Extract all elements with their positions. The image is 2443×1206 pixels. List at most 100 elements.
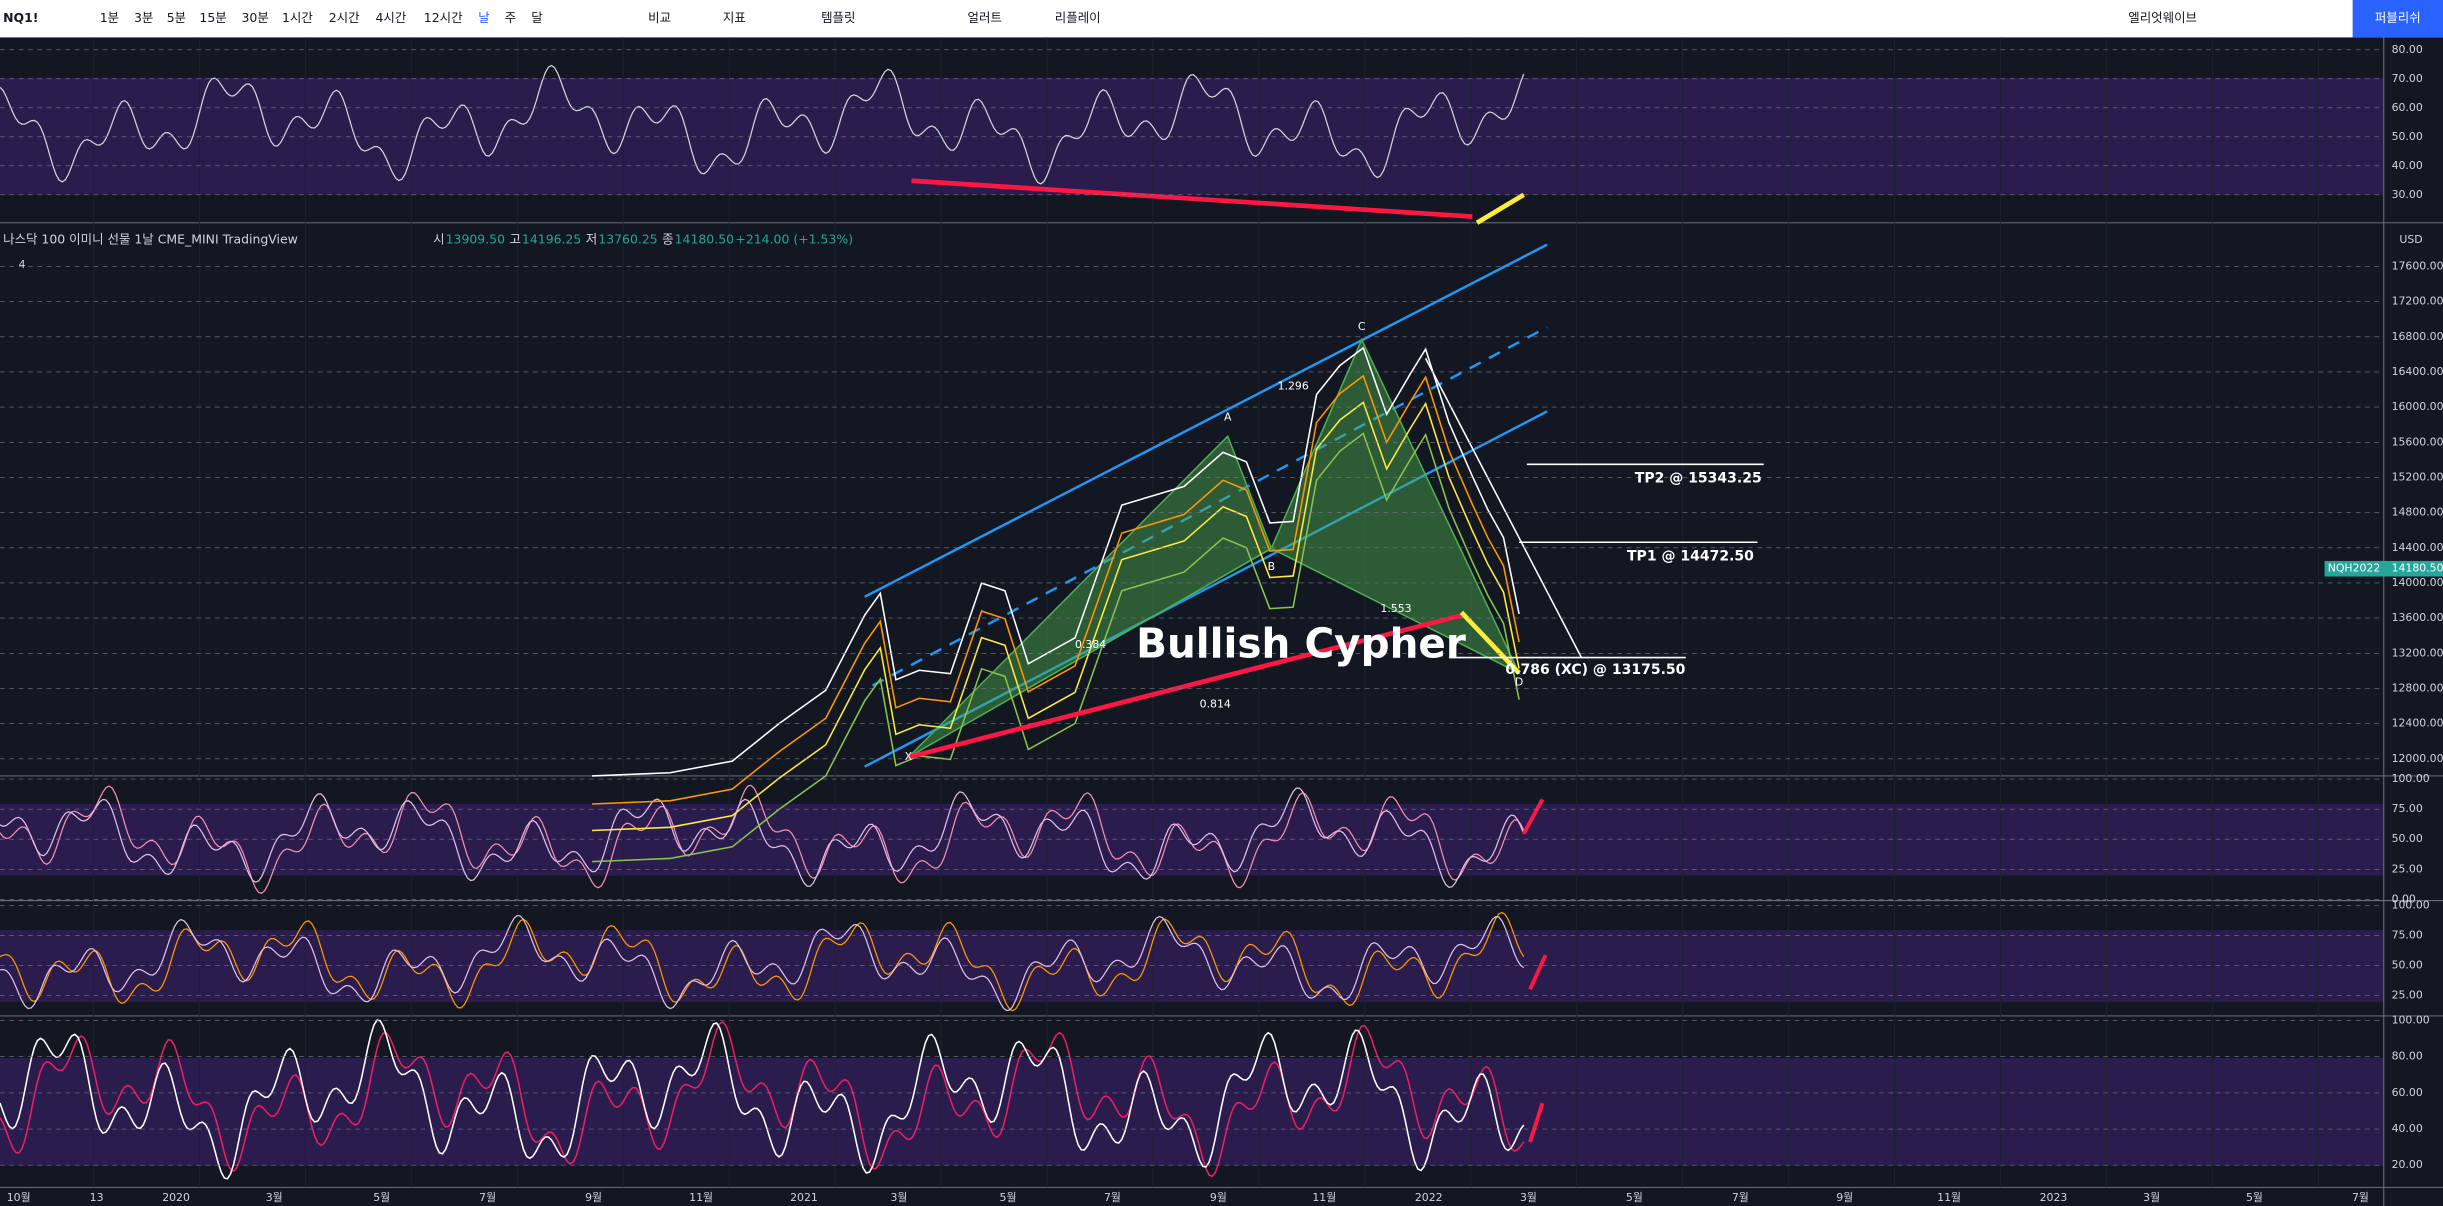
ratio-label: 0.384 bbox=[1075, 638, 1106, 651]
time-label: 10월 bbox=[7, 1191, 31, 1204]
toolbar bbox=[0, 0, 2443, 38]
time-label: 2021 bbox=[790, 1191, 818, 1204]
channel-line bbox=[864, 243, 1548, 598]
time-label: 2020 bbox=[162, 1191, 190, 1204]
time-label: 5월 bbox=[1626, 1191, 1643, 1204]
point-label: X bbox=[905, 750, 913, 763]
time-label: 11월 bbox=[1312, 1191, 1336, 1204]
axis-label: 12400.00 bbox=[2392, 717, 2443, 730]
axis-label: 60.00 bbox=[2392, 1086, 2423, 1099]
axis-label: 50.00 bbox=[2392, 832, 2423, 845]
indicator-line bbox=[0, 914, 1525, 1012]
publish-button[interactable] bbox=[2352, 0, 2443, 38]
ohlc-value: 14196.25 bbox=[522, 231, 581, 246]
price-tag-bg bbox=[2324, 560, 2443, 577]
annotation-line bbox=[1528, 1102, 1545, 1143]
interval[interactable]: 1시간 bbox=[282, 10, 313, 25]
toolbar-button[interactable]: 지표 bbox=[723, 10, 746, 25]
time-label: 3월 bbox=[2143, 1191, 2160, 1204]
time-label: 9월 bbox=[585, 1191, 602, 1204]
axis-label: 40.00 bbox=[2392, 1122, 2423, 1135]
axis-label: 13600.00 bbox=[2392, 611, 2443, 624]
time-label: 7월 bbox=[2352, 1191, 2369, 1204]
ohlc-value: 14180.50 bbox=[675, 231, 734, 246]
pattern-title: Bullish Cypher bbox=[1136, 620, 1466, 668]
interval[interactable]: 날 bbox=[478, 10, 490, 25]
axis-label: 16800.00 bbox=[2392, 330, 2443, 343]
ratio-label: 0.814 bbox=[1200, 697, 1231, 710]
axis-label: 16000.00 bbox=[2392, 400, 2443, 413]
axis-label: 75.00 bbox=[2392, 802, 2423, 815]
toolbar-button[interactable]: 얼러트 bbox=[968, 10, 1002, 25]
axis-label: 20.00 bbox=[2392, 1158, 2423, 1171]
interval[interactable]: 달 bbox=[531, 10, 543, 25]
toolbar-button[interactable]: 엘리엇웨이브 bbox=[2128, 10, 2197, 25]
channel-line bbox=[864, 410, 1548, 768]
pane4-band bbox=[0, 1057, 2384, 1166]
time-label: 7월 bbox=[1104, 1191, 1121, 1204]
toolbar-button[interactable]: 리플레이 bbox=[1055, 10, 1101, 25]
axis-label: 17200.00 bbox=[2392, 295, 2443, 308]
axis-label: 30.00 bbox=[2392, 188, 2423, 201]
price-tag-symbol: NQH2022 bbox=[2328, 562, 2381, 575]
time-label: 11월 bbox=[689, 1191, 713, 1204]
annotation-line bbox=[907, 613, 1463, 760]
interval[interactable]: 2시간 bbox=[329, 10, 360, 25]
rsi-band bbox=[0, 77, 2384, 195]
interval[interactable]: 5분 bbox=[167, 10, 186, 25]
axis-label: 25.00 bbox=[2392, 988, 2423, 1001]
point-label: D bbox=[1515, 675, 1523, 688]
separators bbox=[0, 37, 2443, 1206]
time-label: 5월 bbox=[373, 1191, 390, 1204]
interval[interactable]: 15분 bbox=[199, 10, 226, 25]
time-label: 11월 bbox=[1937, 1191, 1961, 1204]
count: 4 bbox=[19, 258, 26, 271]
interval[interactable]: 12시간 bbox=[424, 10, 463, 25]
axis-label: 12000.00 bbox=[2392, 752, 2443, 765]
time-label: 9월 bbox=[1210, 1191, 1227, 1204]
ohlc-value: 13909.50 bbox=[446, 231, 505, 246]
point-label: B bbox=[1268, 560, 1275, 573]
axis-label: 50.00 bbox=[2392, 958, 2423, 971]
pane3-band bbox=[0, 930, 2384, 1002]
time-label: 5월 bbox=[2246, 1191, 2263, 1204]
axis-label: 16400.00 bbox=[2392, 365, 2443, 378]
axis-label: 100.00 bbox=[2392, 898, 2430, 911]
indicator-line bbox=[0, 784, 1525, 894]
target-label: 0.786 (XC) @ 13175.50 bbox=[1505, 662, 1685, 678]
annotation-line bbox=[1459, 610, 1521, 675]
currency: USD bbox=[2399, 233, 2422, 246]
time-label: 3월 bbox=[891, 1191, 908, 1204]
axis-label: 40.00 bbox=[2392, 159, 2423, 172]
point-label: A bbox=[1224, 411, 1232, 424]
toolbar-button[interactable]: 비교 bbox=[648, 10, 671, 25]
ohlc-value: 13760.25 bbox=[598, 231, 657, 246]
interval[interactable]: 30분 bbox=[241, 10, 268, 25]
publish[interactable]: 퍼블리쉬 bbox=[2375, 10, 2421, 25]
interval[interactable]: 3분 bbox=[134, 10, 153, 25]
axis-label: 80.00 bbox=[2392, 43, 2423, 56]
indicator-line bbox=[0, 1021, 1525, 1178]
axis-label: 100.00 bbox=[2392, 1014, 2430, 1027]
interval[interactable]: 1분 bbox=[100, 10, 119, 25]
axis-label: 80.00 bbox=[2392, 1050, 2423, 1063]
symbol: NQ1! bbox=[3, 10, 38, 25]
axis-label: 14400.00 bbox=[2392, 541, 2443, 554]
ohlc-key: 고 bbox=[509, 231, 520, 246]
time-label: 2022 bbox=[1415, 1191, 1443, 1204]
interval[interactable]: 주 bbox=[505, 10, 516, 25]
annotation-line bbox=[1522, 798, 1545, 835]
axis-label: 14000.00 bbox=[2392, 576, 2443, 589]
legend-title: 나스닥 100 이미니 선물 1날 CME_MINI TradingView bbox=[3, 231, 298, 246]
indicator-line bbox=[0, 787, 1525, 889]
toolbar-button[interactable]: 템플릿 bbox=[821, 10, 855, 25]
interval[interactable]: 4시간 bbox=[375, 10, 406, 25]
time-label: 5월 bbox=[1000, 1191, 1017, 1204]
target-label: TP2 @ 15343.25 bbox=[1635, 470, 1762, 486]
price-line bbox=[592, 346, 1520, 777]
ohlc-key: 저 bbox=[586, 231, 597, 246]
ratio-label: 1.553 bbox=[1380, 602, 1411, 615]
ohlc-key: 종 bbox=[662, 231, 673, 246]
axis-label: 15200.00 bbox=[2392, 470, 2443, 483]
